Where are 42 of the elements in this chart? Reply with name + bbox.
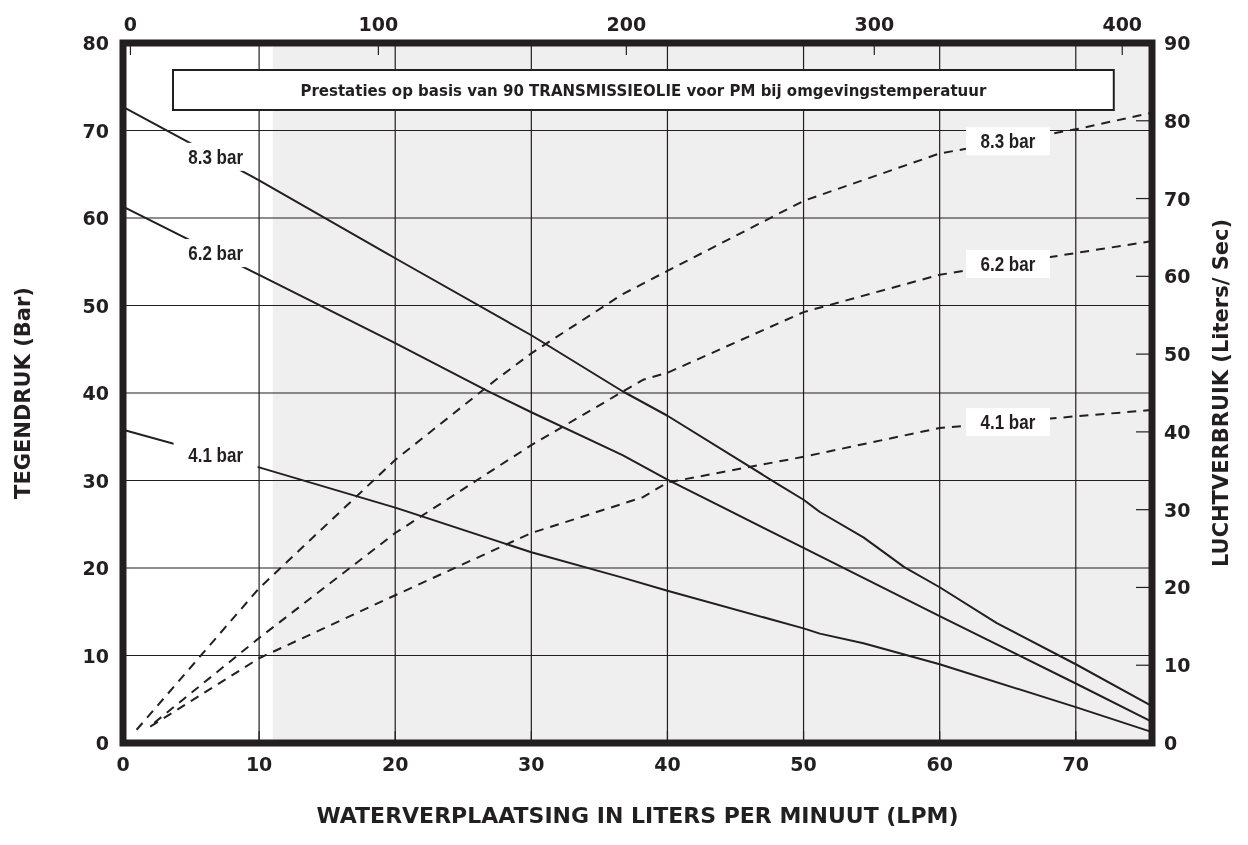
y2-tick-label: 80 bbox=[1164, 109, 1191, 132]
x-axis-title: WATERVERPLAATSING IN LITERS PER MINUUT (LPM) bbox=[316, 803, 959, 828]
x-tick-label: 30 bbox=[518, 753, 545, 775]
y-tick-label: 20 bbox=[82, 557, 109, 579]
series-label: 6.2 bar bbox=[188, 241, 243, 265]
y-axis-title: TEGENDRUK (Bar) bbox=[11, 287, 35, 499]
y2-tick-label: 50 bbox=[1164, 343, 1191, 366]
y-tick-label: 80 bbox=[82, 32, 109, 54]
series-label: 4.1 bar bbox=[188, 444, 243, 467]
series-label: 6.2 bar bbox=[980, 252, 1036, 276]
x2-tick-label: 300 bbox=[854, 13, 895, 35]
y-tick-label: 70 bbox=[82, 119, 109, 142]
y2-tick-label: 40 bbox=[1164, 420, 1191, 443]
x-tick-label: 20 bbox=[382, 753, 409, 775]
y2-tick-label: 60 bbox=[1164, 265, 1191, 288]
x-tick-label: 10 bbox=[245, 753, 273, 775]
y-tick-label: 0 bbox=[95, 732, 109, 754]
y-tick-label: 10 bbox=[82, 644, 109, 667]
y2-tick-label: 0 bbox=[1164, 732, 1178, 754]
y2-tick-label: 10 bbox=[1164, 654, 1191, 677]
x-tick-label: 70 bbox=[1062, 753, 1089, 775]
series-label: 4.1 bar bbox=[980, 410, 1036, 434]
y2-tick-label: 90 bbox=[1164, 32, 1191, 54]
x-tick-label: 0 bbox=[116, 753, 130, 775]
series-label: 8.3 bar bbox=[980, 130, 1036, 153]
text: Prestaties op basis van 90 TRANSMISSIEOLIE voor PM bij omgevingstemperatuur bbox=[300, 82, 987, 100]
y2-tick-label: 30 bbox=[1164, 498, 1191, 521]
y2-tick-label: 20 bbox=[1164, 576, 1191, 599]
x-tick-label: 60 bbox=[926, 753, 953, 775]
y2-tick-label: 70 bbox=[1164, 187, 1191, 210]
y-tick-label: 60 bbox=[82, 207, 109, 229]
y-tick-label: 50 bbox=[82, 294, 109, 317]
x2-tick-label: 0 bbox=[123, 13, 138, 35]
series-label: 8.3 bar bbox=[188, 145, 243, 169]
x-tick-label: 40 bbox=[654, 753, 681, 775]
x-tick-label: 50 bbox=[790, 753, 817, 775]
y-tick-label: 30 bbox=[82, 469, 109, 492]
y2-axis-title: LUCHTVERBRUIK (Liters/ Sec) bbox=[1209, 218, 1233, 568]
x2-tick-label: 400 bbox=[1102, 13, 1143, 35]
y-tick-label: 40 bbox=[82, 382, 109, 404]
x2-tick-label: 100 bbox=[358, 13, 399, 35]
x2-tick-label: 200 bbox=[606, 13, 647, 35]
